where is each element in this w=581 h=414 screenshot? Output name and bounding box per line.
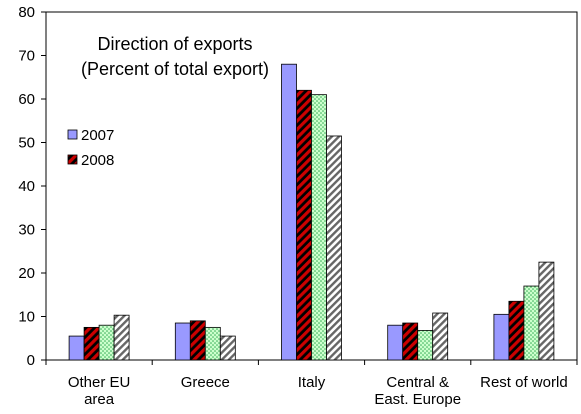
category-label: Other EU: [68, 374, 131, 391]
y-tick-label: 50: [18, 135, 35, 152]
category-label: Central &: [386, 374, 449, 391]
bar-series-0-cat-0: [68, 335, 85, 361]
y-tick-label: 80: [18, 4, 35, 21]
legend-swatch-2008: [67, 154, 78, 165]
y-tick-label: 0: [27, 352, 35, 369]
bar-series-2-cat-1: [204, 326, 221, 361]
bar-series-0-cat-3: [387, 324, 404, 361]
bar-series-1-cat-0: [83, 326, 100, 361]
bar-series-2-cat-0: [98, 324, 115, 361]
bar-series-3-cat-0: [113, 314, 130, 361]
bar-series-0-cat-1: [174, 322, 191, 361]
y-tick-label: 10: [18, 309, 35, 326]
chart-title-line: Direction of exports: [97, 34, 252, 54]
bar-series-1-cat-3: [402, 322, 419, 361]
y-tick-label: 60: [18, 91, 35, 108]
bar-series-2-cat-2: [311, 94, 327, 361]
bar-series-3-cat-1: [219, 335, 236, 361]
legend-label-2007: 2007: [81, 127, 114, 144]
category-label: Italy: [298, 374, 326, 391]
chart-title: Direction of exports (Percent of total ex…: [81, 34, 269, 79]
bar-series-1-cat-1: [189, 320, 206, 361]
category-label: area: [84, 391, 115, 408]
bar-series-2-cat-3: [417, 330, 434, 361]
y-tick-label: 20: [18, 265, 35, 282]
bar-series-1-cat-4: [508, 300, 525, 361]
category-label: Rest of world: [480, 374, 568, 391]
bar-series-3-cat-3: [432, 312, 449, 361]
chart-title-line: (Percent of total export): [81, 59, 269, 79]
bars-group: [68, 63, 555, 361]
category-label: Greece: [181, 374, 230, 391]
y-tick-label: 40: [18, 178, 35, 195]
y-tick-label: 70: [18, 48, 35, 65]
y-tick-label: 30: [18, 222, 35, 239]
category-label: East. Europe: [374, 391, 461, 408]
bar-series-0-cat-2: [281, 63, 297, 361]
bar-series-3-cat-2: [326, 135, 342, 361]
bar-series-1-cat-2: [296, 89, 312, 361]
bar-series-2-cat-4: [523, 285, 540, 361]
bar-series-0-cat-4: [493, 313, 510, 361]
legend: 2007 2008: [67, 127, 114, 169]
legend-label-2008: 2008: [81, 152, 114, 169]
bar-series-3-cat-4: [538, 261, 555, 361]
legend-swatch-2007: [67, 129, 78, 140]
